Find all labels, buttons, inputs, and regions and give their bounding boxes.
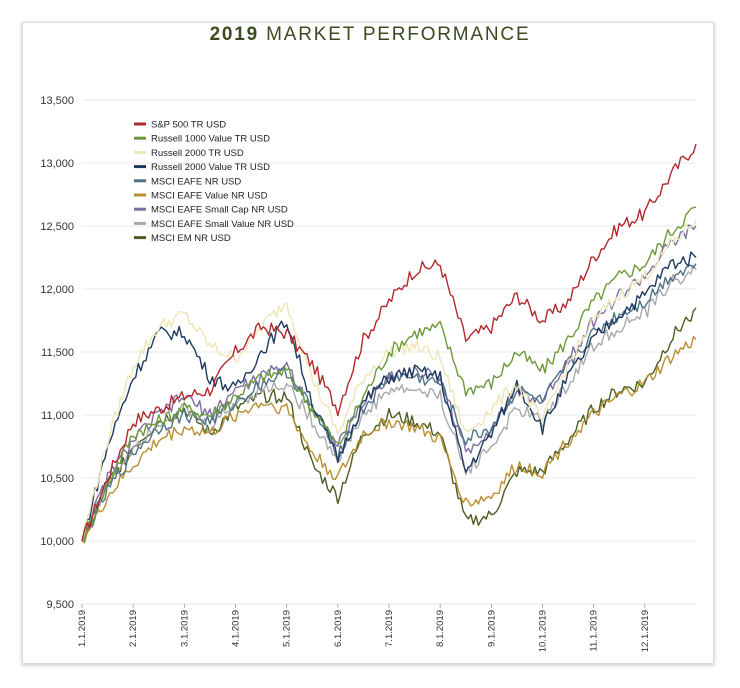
chart-title-text: MARKET PERFORMANCE — [266, 24, 531, 45]
legend-label: Russell 2000 Value TR USD — [151, 162, 270, 173]
y-tick-label: 12,000 — [40, 284, 74, 296]
series-line — [81, 251, 697, 542]
x-tick-label: 11.1.2019 — [589, 610, 600, 652]
x-tick-label: 10.1.2019 — [538, 610, 549, 652]
series-line — [81, 219, 697, 542]
gridlines — [82, 99, 696, 605]
y-tick-label: 12,500 — [40, 221, 74, 233]
chart-title-year: 2019 — [209, 24, 260, 45]
y-tick-label: 11,000 — [41, 410, 74, 422]
x-tick-label: 2.1.2019 — [128, 610, 139, 647]
series-line — [81, 143, 697, 542]
x-tick-label: 6.1.2019 — [333, 610, 344, 647]
legend-label: MSCI EAFE NR USD — [151, 176, 241, 187]
series-line — [81, 307, 697, 542]
series-line — [81, 224, 697, 542]
legend-label: MSCI EAFE Small Value NR USD — [151, 219, 294, 230]
x-tick-label: 1.1.2019 — [77, 610, 88, 647]
legend-label: MSCI EAFE Value NR USD — [151, 191, 268, 202]
series-line — [81, 263, 697, 542]
y-tick-label: 13,500 — [40, 95, 74, 107]
x-tick-label: 7.1.2019 — [384, 610, 395, 647]
legend-label: Russell 1000 Value TR USD — [151, 134, 270, 145]
y-tick-label: 10,000 — [40, 536, 74, 548]
legend-label: S&P 500 TR USD — [151, 120, 226, 131]
x-tick-label: 5.1.2019 — [282, 610, 293, 647]
y-axis-ticks: 9,500 10,000 10,500 11,000 11,500 12,000 12,50… — [40, 95, 74, 611]
y-tick-label: 11,500 — [41, 347, 74, 359]
x-tick-label: 8.1.2019 — [435, 610, 446, 647]
x-tick-label: 12.1.2019 — [640, 610, 651, 652]
y-tick-label: 9,500 — [46, 599, 74, 611]
series-line — [81, 206, 697, 542]
x-axis-ticks: 1.1.2019 2.1.2019 3.1.2019 4.1.2019 5.1.2019… — [77, 604, 651, 652]
x-tick-label: 9.1.2019 — [486, 610, 497, 647]
legend-label: MSCI EM NR USD — [151, 233, 231, 244]
y-tick-label: 10,500 — [40, 473, 74, 485]
legend-label: Russell 2000 TR USD — [151, 148, 244, 159]
series-line — [81, 335, 697, 544]
chart-title: 2019 MARKET PERFORMANCE — [0, 24, 740, 46]
x-tick-label: 3.1.2019 — [179, 610, 190, 647]
y-tick-label: 13,000 — [40, 158, 74, 170]
x-tick-label: 4.1.2019 — [231, 610, 242, 647]
series-lines — [81, 143, 697, 544]
legend-label: MSCI EAFE Small Cap NR USD — [151, 205, 288, 216]
legend: S&P 500 TR USD Russell 1000 Value TR USD R… — [134, 120, 294, 244]
